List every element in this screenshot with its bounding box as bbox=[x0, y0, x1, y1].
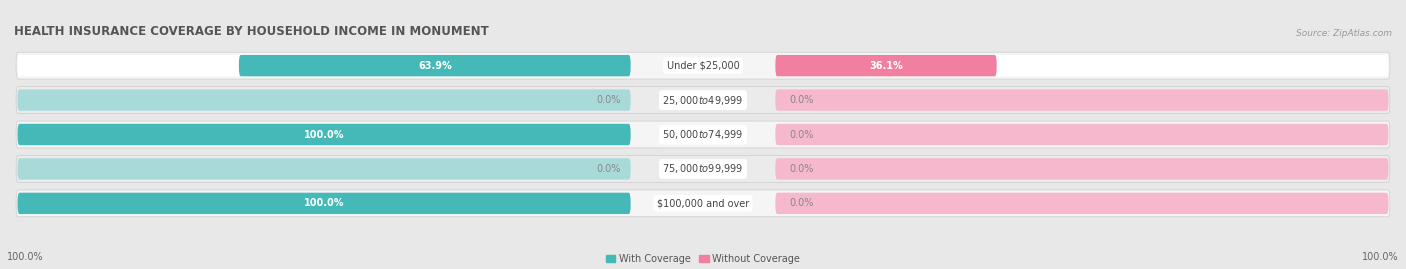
FancyBboxPatch shape bbox=[17, 55, 631, 76]
Text: 0.0%: 0.0% bbox=[789, 95, 814, 105]
FancyBboxPatch shape bbox=[239, 55, 631, 76]
FancyBboxPatch shape bbox=[17, 124, 631, 145]
Text: 100.0%: 100.0% bbox=[1362, 252, 1399, 261]
FancyBboxPatch shape bbox=[17, 158, 631, 180]
Text: HEALTH INSURANCE COVERAGE BY HOUSEHOLD INCOME IN MONUMENT: HEALTH INSURANCE COVERAGE BY HOUSEHOLD I… bbox=[14, 25, 489, 38]
FancyBboxPatch shape bbox=[775, 124, 1389, 145]
Text: 100.0%: 100.0% bbox=[304, 198, 344, 208]
FancyBboxPatch shape bbox=[15, 52, 1391, 79]
FancyBboxPatch shape bbox=[775, 55, 997, 76]
Text: 0.0%: 0.0% bbox=[789, 198, 814, 208]
FancyBboxPatch shape bbox=[15, 87, 1391, 114]
FancyBboxPatch shape bbox=[17, 193, 631, 214]
FancyBboxPatch shape bbox=[17, 89, 631, 111]
FancyBboxPatch shape bbox=[15, 155, 1391, 182]
Legend: With Coverage, Without Coverage: With Coverage, Without Coverage bbox=[606, 254, 800, 264]
Text: 36.1%: 36.1% bbox=[869, 61, 903, 71]
Text: $75,000 to $99,999: $75,000 to $99,999 bbox=[662, 162, 744, 175]
Text: $25,000 to $49,999: $25,000 to $49,999 bbox=[662, 94, 744, 107]
Text: Source: ZipAtlas.com: Source: ZipAtlas.com bbox=[1296, 29, 1392, 38]
Text: 0.0%: 0.0% bbox=[596, 164, 620, 174]
Text: 0.0%: 0.0% bbox=[789, 164, 814, 174]
Text: 100.0%: 100.0% bbox=[7, 252, 44, 261]
Text: 63.9%: 63.9% bbox=[418, 61, 451, 71]
FancyBboxPatch shape bbox=[15, 121, 1391, 148]
FancyBboxPatch shape bbox=[775, 158, 1389, 180]
FancyBboxPatch shape bbox=[17, 193, 631, 214]
Text: 100.0%: 100.0% bbox=[304, 129, 344, 140]
FancyBboxPatch shape bbox=[17, 124, 631, 145]
FancyBboxPatch shape bbox=[775, 89, 1389, 111]
FancyBboxPatch shape bbox=[775, 55, 1389, 76]
Text: Under $25,000: Under $25,000 bbox=[666, 61, 740, 71]
Text: 0.0%: 0.0% bbox=[789, 129, 814, 140]
Text: $50,000 to $74,999: $50,000 to $74,999 bbox=[662, 128, 744, 141]
Text: $100,000 and over: $100,000 and over bbox=[657, 198, 749, 208]
Text: 0.0%: 0.0% bbox=[596, 95, 620, 105]
FancyBboxPatch shape bbox=[15, 190, 1391, 217]
FancyBboxPatch shape bbox=[775, 193, 1389, 214]
